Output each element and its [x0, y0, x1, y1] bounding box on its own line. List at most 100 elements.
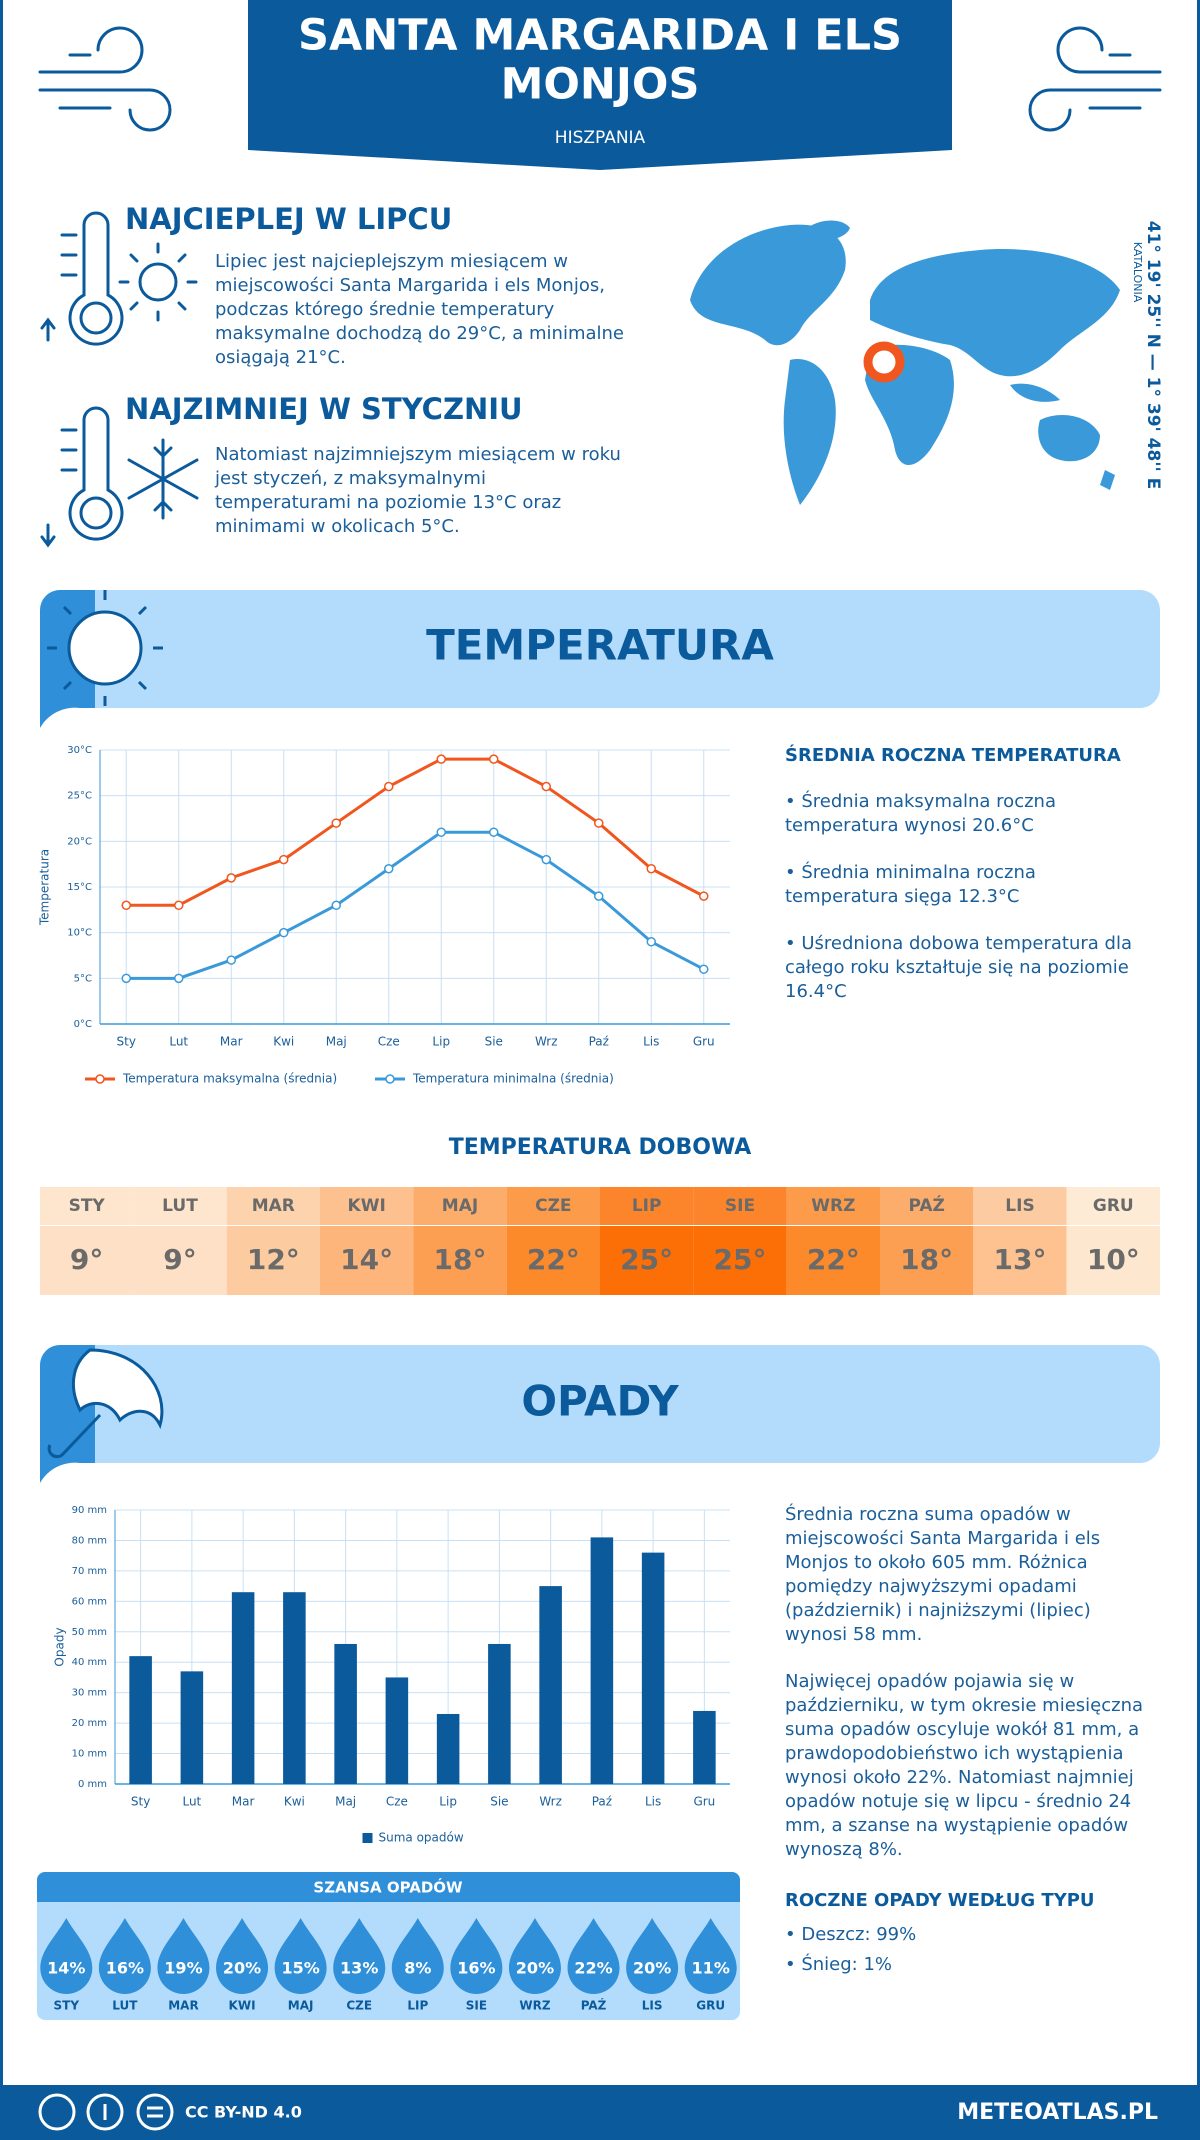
bar — [129, 1656, 152, 1784]
table-value-cell — [413, 1226, 507, 1295]
table-header-cell — [506, 1187, 600, 1225]
section-title: TEMPERATURA — [426, 621, 774, 670]
data-point — [121, 973, 131, 984]
drop — [274, 1918, 327, 1995]
legend-label: Suma opadów — [379, 1831, 464, 1845]
y-tick-label: 10°C — [67, 928, 92, 939]
y-axis-label: Opady — [53, 1627, 67, 1666]
x-tick-label: Kwi — [273, 1035, 294, 1049]
data-point — [646, 863, 656, 874]
table-header-cell — [973, 1187, 1067, 1225]
data-point — [331, 900, 341, 911]
drop — [216, 1918, 269, 1994]
drop-month: KWI — [229, 1999, 256, 2013]
drop — [567, 1918, 620, 1995]
coldest-title: NAJZIMNIEJ W STYCZNIU — [125, 392, 523, 426]
x-tick-label: Sie — [485, 1035, 503, 1049]
table-month: LUT — [162, 1196, 198, 1216]
chance-header — [37, 1872, 740, 1902]
drop-value: 13% — [340, 1959, 378, 1978]
drop — [450, 1918, 503, 1995]
x-tick-label: Sty — [131, 1795, 150, 1809]
table-value-cell — [973, 1226, 1067, 1295]
drop-month: PAŹ — [581, 1998, 607, 2013]
table-month: STY — [69, 1196, 106, 1216]
data-point — [541, 854, 551, 865]
data-point — [279, 854, 289, 865]
header-banner — [248, 0, 952, 170]
section-title: OPADY — [521, 1377, 679, 1426]
drop-month: LUT — [112, 1999, 138, 2013]
data-point — [594, 818, 604, 828]
table-value: 18° — [434, 1243, 487, 1276]
footer — [0, 2085, 1200, 2140]
bar — [231, 1592, 255, 1784]
license-icons — [38, 2093, 174, 2131]
data-point — [174, 900, 184, 911]
drop — [98, 1918, 151, 1995]
annual-temperature-item: • Średnia minimalna roczna temperatura s… — [785, 862, 1036, 907]
drop-month: LIP — [407, 1999, 428, 2013]
x-tick-label: Wrz — [539, 1795, 562, 1809]
drop-month: CZE — [346, 1999, 372, 2013]
table-month: PAŹ — [908, 1194, 944, 1216]
series-line — [126, 830, 705, 980]
table-header-cell — [133, 1187, 227, 1225]
legend-label: Temperatura maksymalna (średnia) — [122, 1072, 337, 1086]
y-tick-label: 30°C — [67, 745, 92, 756]
drop-month: WRZ — [519, 1999, 550, 2013]
world-map — [690, 220, 1120, 505]
x-tick-label: Maj — [326, 1035, 347, 1049]
table-value-cell — [506, 1226, 600, 1295]
drop-month: SIE — [466, 1999, 487, 2013]
data-point — [541, 781, 551, 792]
temperature-chart: 0°C 5°C 10°C 15°C 20°C 25°C 30°C Sty Lut Mar Kwi Ma… — [38, 745, 730, 1086]
y-tick-label: 10 mm — [72, 1749, 107, 1760]
precipitation-type-item: • Deszcz: 99% — [785, 1924, 917, 1945]
data-point — [384, 863, 394, 874]
x-tick-label: Cze — [378, 1035, 400, 1049]
drop-value: 19% — [164, 1959, 202, 1978]
x-tick-label: Lut — [169, 1035, 188, 1049]
y-tick-label: 20 mm — [72, 1718, 107, 1729]
chance-title: SZANSA OPADÓW — [313, 1878, 463, 1897]
table-month: SIE — [725, 1196, 755, 1216]
y-tick-label: 30 mm — [72, 1688, 107, 1699]
data-point — [174, 973, 184, 984]
footer-site[interactable]: METEOATLAS.PL — [957, 2100, 1158, 2125]
data-point — [489, 827, 499, 837]
legend-swatch-point — [95, 1074, 105, 1084]
bar — [385, 1677, 409, 1784]
border — [1197, 0, 1200, 2140]
warmest-text: Lipiec jest najcieplejszym miesiącem w m… — [215, 251, 624, 368]
drop-value: 20% — [633, 1959, 671, 1978]
thermometer-hot-icon — [40, 211, 198, 346]
table-value-cell — [693, 1226, 787, 1295]
table-header-cell — [1066, 1187, 1160, 1225]
y-tick-label: 0°C — [74, 1019, 92, 1030]
drop-month: MAJ — [288, 1999, 314, 2013]
data-point — [699, 891, 709, 901]
table-value: 25° — [620, 1243, 673, 1276]
series-line — [126, 757, 705, 907]
table-value: 14° — [340, 1243, 393, 1276]
table-value-cell — [40, 1226, 134, 1295]
location-marker — [863, 341, 905, 383]
wind-icon — [38, 26, 172, 132]
table-value: 18° — [900, 1243, 953, 1276]
table-value: 10° — [1087, 1243, 1140, 1276]
sun-icon — [47, 590, 163, 706]
drop-value: 20% — [223, 1959, 261, 1978]
coordinates: 41° 19' 25'' N — 1° 39' 48'' E — [1143, 221, 1163, 490]
bar — [539, 1586, 562, 1784]
table-header-cell — [600, 1187, 694, 1225]
table-value-cell — [1066, 1226, 1160, 1295]
header-country: HISZPANIA — [555, 128, 646, 148]
daily-temperature-title: TEMPERATURA DOBOWA — [449, 1135, 752, 1160]
x-tick-label: Lut — [182, 1795, 201, 1809]
drop-value: 20% — [516, 1959, 554, 1978]
table-value: 13° — [994, 1243, 1047, 1276]
precipitation-paragraph: Najwięcej opadów pojawia się w październ… — [785, 1671, 1144, 1860]
